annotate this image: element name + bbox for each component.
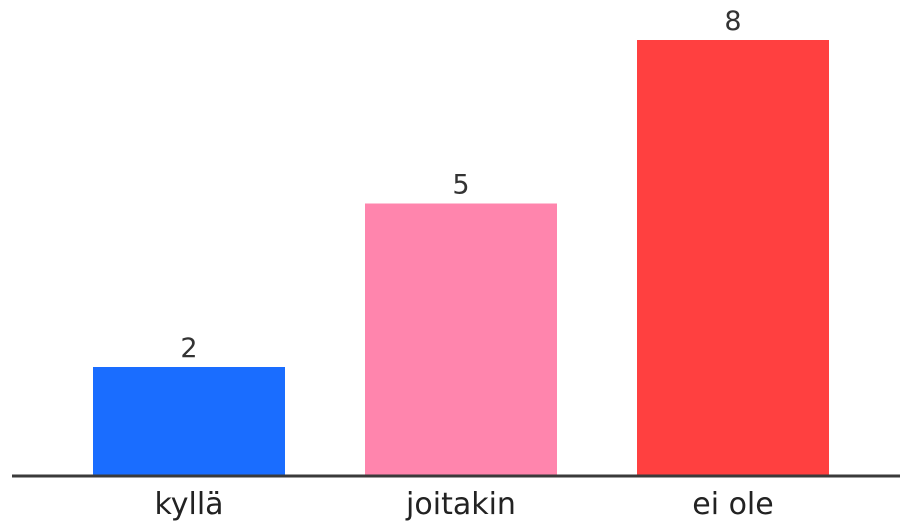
bar-1	[93, 367, 285, 476]
bar-3	[637, 40, 829, 476]
x-tick-label-3: ei ole	[692, 487, 773, 522]
bar-2	[365, 203, 557, 476]
value-label-3: 8	[724, 6, 741, 37]
x-tick-labels-group: kyllä joitakin ei ole	[154, 487, 773, 522]
value-label-2: 5	[452, 170, 469, 201]
x-tick-label-1: kyllä	[154, 487, 223, 522]
value-label-1: 2	[180, 333, 197, 364]
x-tick-label-2: joitakin	[405, 487, 516, 522]
value-labels-group: 2 5 8	[180, 6, 741, 364]
bars-group	[93, 40, 829, 476]
